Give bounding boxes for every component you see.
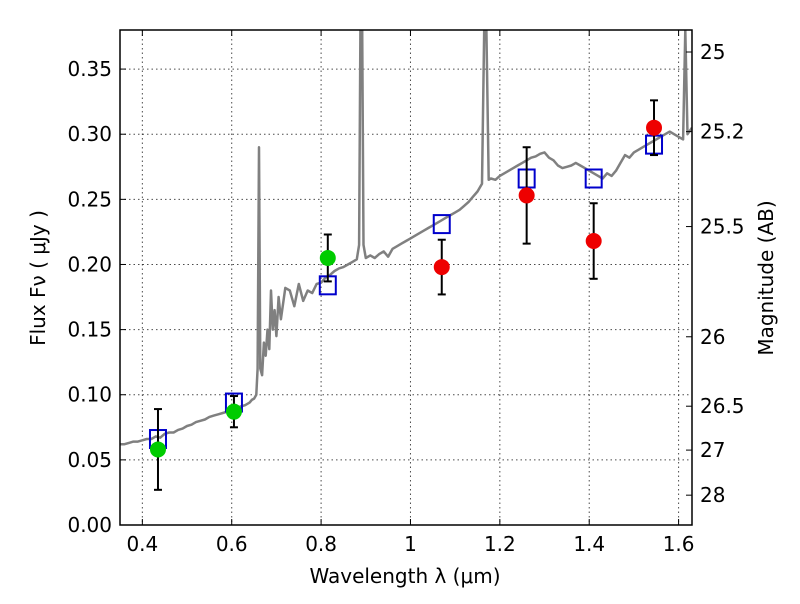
x-tick-label: 0.6	[216, 532, 248, 556]
flux-point	[149, 441, 166, 458]
flux-point	[646, 119, 663, 136]
model-flux-square	[432, 214, 451, 235]
plot-frame	[119, 29, 693, 526]
flux-point	[433, 259, 450, 276]
x-tick-label: 1.6	[663, 532, 695, 556]
model-spectrum-line	[120, 30, 692, 446]
model-flux-square	[584, 168, 603, 189]
x-tick-label: 0.8	[305, 532, 337, 556]
mag-tick-label: 25.5	[700, 215, 745, 239]
ticks: 0.4 0.6 0.8 1 1.2 1.4 1.6 0.00 0.05 0.10 0.15 0.20 0…	[67, 30, 745, 556]
y-tick-label: 0.30	[67, 122, 112, 146]
x-tick-label: 1.4	[573, 532, 605, 556]
y-tick-label: 0.05	[67, 448, 112, 472]
y-axis-title: Flux Fν ( μJy )	[26, 210, 50, 346]
mag-tick-label: 27	[700, 438, 725, 462]
x-tick-label: 0.4	[126, 532, 158, 556]
flux-point	[319, 249, 336, 266]
y-tick-label: 0.15	[67, 318, 112, 342]
y-tick-label: 0.35	[67, 57, 112, 81]
y-tick-label: 0.25	[67, 187, 112, 211]
y-tick-label: 0.10	[67, 383, 112, 407]
mag-tick-label: 28	[700, 483, 725, 507]
x-tick-label: 1	[404, 532, 417, 556]
y-tick-label: 0.00	[67, 513, 112, 537]
flux-point	[518, 187, 535, 204]
mag-tick-label: 25.2	[700, 120, 745, 144]
right-axis-title: Magnitude (AB)	[754, 200, 778, 355]
flux-point	[585, 233, 602, 250]
grid	[120, 30, 692, 526]
mag-tick-label: 26	[700, 325, 725, 349]
flux-point	[225, 403, 242, 420]
x-axis-title: Wavelength λ (μm)	[309, 564, 500, 588]
mag-tick-label: 25	[700, 40, 725, 64]
x-tick-label: 1.2	[484, 532, 516, 556]
y-tick-label: 0.20	[67, 252, 112, 276]
mag-tick-label: 26.5	[700, 394, 745, 418]
data-layer	[120, 30, 692, 491]
